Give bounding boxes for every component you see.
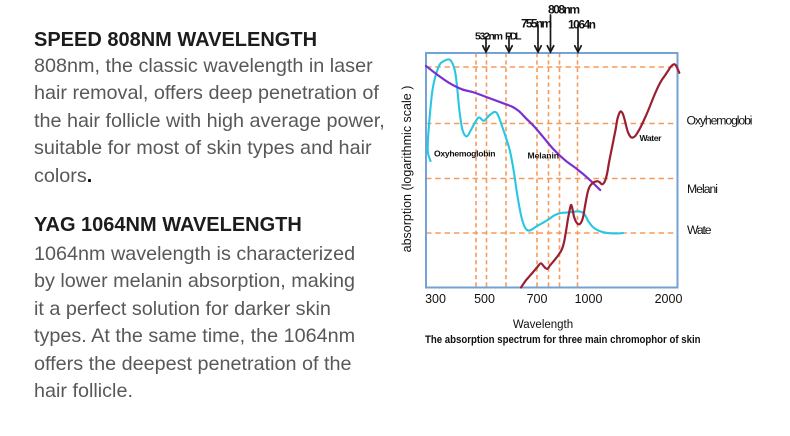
svg-text:Water: Water bbox=[640, 133, 663, 143]
svg-text:Melani: Melani bbox=[687, 182, 718, 196]
svg-text:700: 700 bbox=[527, 292, 548, 306]
svg-text:1000: 1000 bbox=[575, 292, 603, 306]
svg-text:500: 500 bbox=[474, 292, 495, 306]
svg-text:Oxyhemoglobin: Oxyhemoglobin bbox=[434, 149, 496, 159]
svg-text:532nm: 532nm bbox=[475, 31, 503, 43]
svg-text:absorption (logarithmic scale: absorption (logarithmic scale ) bbox=[400, 86, 414, 253]
svg-text:2000: 2000 bbox=[655, 292, 683, 306]
svg-text:Wavelength: Wavelength bbox=[513, 319, 573, 331]
svg-text:755nm: 755nm bbox=[521, 17, 552, 31]
svg-text:808nm: 808nm bbox=[548, 3, 580, 17]
svg-text:300: 300 bbox=[425, 292, 446, 306]
svg-text:The absorption spectrum for th: The absorption spectrum for three main c… bbox=[425, 334, 701, 346]
svg-text:PDL: PDL bbox=[505, 31, 522, 43]
svg-text:Melanin: Melanin bbox=[528, 151, 560, 161]
svg-text:1064n: 1064n bbox=[568, 18, 596, 32]
svg-text:Wate: Wate bbox=[687, 223, 712, 237]
svg-text:Oxyhemoglobi: Oxyhemoglobi bbox=[687, 114, 753, 128]
